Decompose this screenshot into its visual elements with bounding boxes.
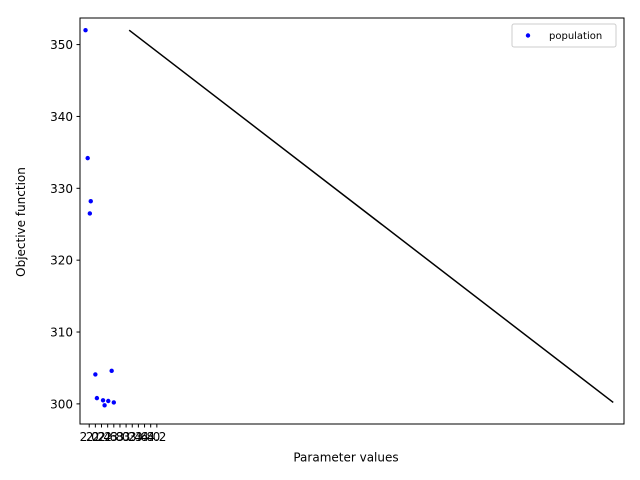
y-tick-label: 350 (50, 38, 73, 52)
x-tick-label: 3.4 (123, 430, 142, 444)
line-series (128, 29, 614, 404)
x-tick-label: 4.0 (141, 430, 160, 444)
y-tick-label: 310 (50, 326, 73, 340)
y-axis-ticks: 300 310 320 330 340 350 (50, 38, 80, 411)
legend: population (511, 23, 617, 48)
x-tick-label: 2.6 (98, 430, 117, 444)
population-point (87, 211, 93, 216)
x-axis-ticks: 2.02.22.42.62.83.03.23.43.63.84.04.2 (80, 424, 166, 444)
y-tick-label: 330 (50, 182, 73, 196)
legend-label: population (549, 31, 602, 42)
y-tick-label: 320 (50, 254, 73, 268)
x-tick-label: 2.2 (86, 430, 105, 444)
x-tick-label: 2.0 (80, 430, 99, 444)
y-tick-label: 300 (50, 397, 73, 411)
plot-area (79, 17, 625, 425)
population-point (93, 372, 98, 377)
population-point (85, 155, 90, 161)
population-point (100, 398, 106, 403)
population-point (106, 398, 111, 404)
population-point (111, 400, 117, 405)
x-tick-label: 3.0 (110, 430, 129, 444)
population-point (109, 368, 114, 374)
population-point (83, 28, 88, 33)
legend-marker (525, 33, 531, 38)
legend-box (511, 23, 617, 48)
population-point (88, 199, 93, 204)
x-axis-label: Parameter values (293, 451, 398, 465)
x-tick-label: 4.2 (147, 430, 166, 444)
x-tick-label: 3.6 (129, 430, 148, 444)
x-tick-label: 3.8 (135, 430, 154, 444)
x-tick-label: 2.8 (104, 430, 123, 444)
x-tick-label: 3.2 (117, 430, 136, 444)
axes-frame (79, 17, 625, 425)
y-axis-label: Objective function (14, 167, 28, 277)
x-tick-label: 2.4 (92, 430, 111, 444)
population-point (102, 403, 107, 408)
y-tick-label: 340 (50, 110, 73, 124)
population-point (94, 395, 100, 401)
